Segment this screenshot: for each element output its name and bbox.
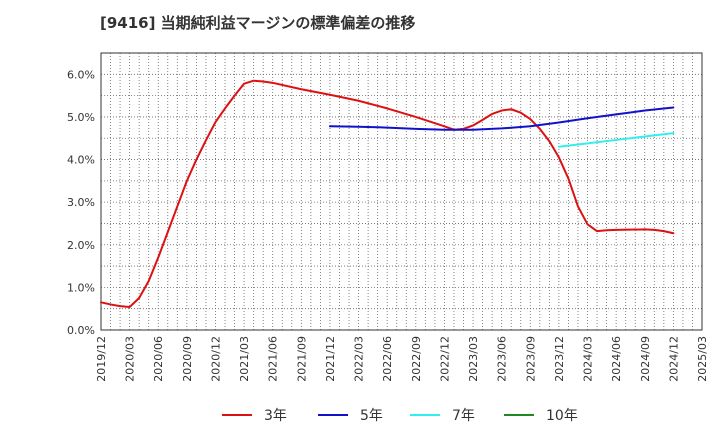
legend-swatch-5y bbox=[318, 414, 348, 416]
x-tick-label: 2023/12 bbox=[553, 336, 566, 382]
x-tick-label: 2024/09 bbox=[639, 336, 652, 382]
x-tick-label: 2019/12 bbox=[95, 336, 108, 382]
plot-area bbox=[101, 53, 702, 330]
x-tick-label: 2023/06 bbox=[496, 336, 509, 382]
x-tick-label: 2020/12 bbox=[209, 336, 222, 382]
legend-label-7y: 7年 bbox=[452, 408, 475, 424]
y-tick-label: 3.0% bbox=[67, 196, 95, 209]
legend-item-3y: 3年 bbox=[222, 404, 287, 426]
series-line-1 bbox=[100, 79, 675, 308]
x-tick-label: 2022/06 bbox=[381, 336, 394, 382]
legend-label-5y: 5年 bbox=[360, 408, 383, 424]
x-tick-label: 2024/03 bbox=[582, 336, 595, 382]
y-tick-label: 0.0% bbox=[67, 324, 95, 337]
x-tick-label: 2020/06 bbox=[152, 336, 165, 382]
plot-border bbox=[100, 52, 703, 331]
legend-swatch-3y bbox=[222, 414, 252, 416]
series-line-2 bbox=[328, 106, 675, 131]
legend-swatch-10y bbox=[504, 414, 534, 416]
x-tick-label: 2021/12 bbox=[324, 336, 337, 382]
x-tick-label: 2023/09 bbox=[524, 336, 537, 382]
x-tick-label: 2024/06 bbox=[610, 336, 623, 382]
x-tick-label: 2024/12 bbox=[667, 336, 680, 382]
legend-item-10y: 10年 bbox=[504, 404, 578, 426]
series-line-3 bbox=[557, 132, 675, 148]
y-tick-label: 5.0% bbox=[67, 111, 95, 124]
x-tick-label: 2023/03 bbox=[467, 336, 480, 382]
legend-label-3y: 3年 bbox=[264, 408, 287, 424]
x-tick-label: 2020/03 bbox=[124, 336, 137, 382]
legend-label-10y: 10年 bbox=[546, 408, 578, 424]
x-tick-label: 2022/03 bbox=[353, 336, 366, 382]
x-tick-label: 2021/06 bbox=[267, 336, 280, 382]
x-tick-label: 2022/09 bbox=[410, 336, 423, 382]
legend-item-7y: 7年 bbox=[410, 404, 475, 426]
y-tick-label: 6.0% bbox=[67, 68, 95, 81]
x-tick-label: 2021/03 bbox=[238, 336, 251, 382]
x-tick-label: 2025/03 bbox=[696, 336, 709, 382]
chart-legend: 3年 5年 7年 10年 bbox=[0, 404, 720, 426]
x-tick-label: 2020/09 bbox=[181, 336, 194, 382]
x-tick-label: 2022/12 bbox=[438, 336, 451, 382]
y-tick-label: 2.0% bbox=[67, 239, 95, 252]
legend-swatch-7y bbox=[410, 414, 440, 416]
y-tick-label: 4.0% bbox=[67, 154, 95, 167]
y-tick-label: 1.0% bbox=[67, 281, 95, 294]
chart-title: [9416] 当期純利益マージンの標準偏差の推移 bbox=[100, 14, 416, 32]
legend-item-5y: 5年 bbox=[318, 404, 383, 426]
x-tick-label: 2021/09 bbox=[295, 336, 308, 382]
